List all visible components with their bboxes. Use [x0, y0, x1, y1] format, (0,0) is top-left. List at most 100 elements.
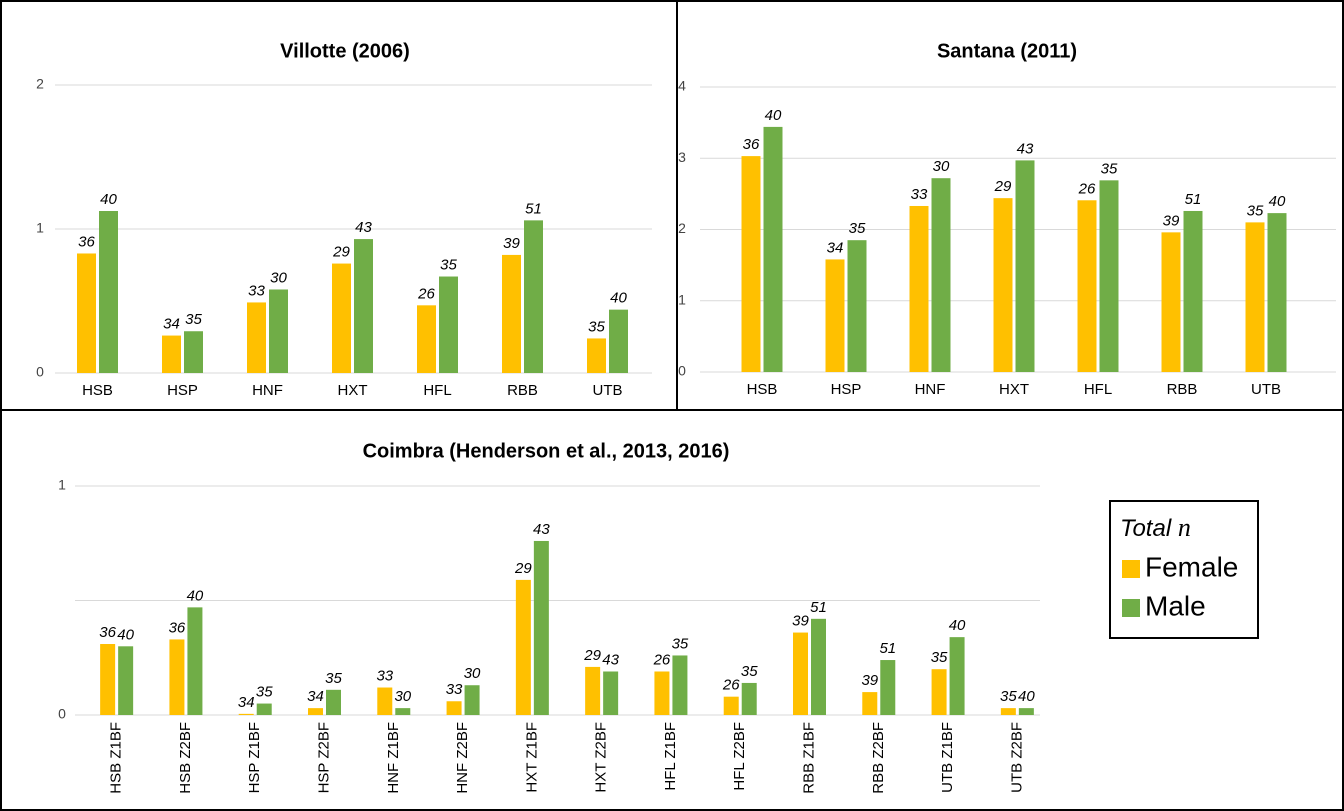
bar	[326, 689, 341, 715]
x-tick-label: UTB Z1BF	[939, 722, 956, 793]
n-label: 43	[533, 521, 550, 538]
bar	[654, 671, 670, 715]
bar	[118, 646, 134, 715]
n-label: 39	[792, 613, 809, 630]
bar	[395, 708, 411, 715]
n-label: 30	[464, 665, 481, 682]
n-label: 34	[238, 694, 255, 711]
bar	[502, 254, 521, 373]
n-label: 34	[163, 316, 180, 333]
bar	[723, 696, 739, 715]
x-tick-label: RBB	[507, 382, 538, 399]
n-label: 40	[117, 626, 134, 643]
n-label: 33	[248, 282, 265, 299]
n-label: 40	[949, 617, 966, 634]
bar	[1018, 708, 1034, 715]
x-tick-label: HFL Z1BF	[662, 722, 679, 791]
y-tick-label: 2	[678, 220, 686, 236]
x-tick-label: RBB Z1BF	[800, 722, 817, 794]
bar	[77, 253, 96, 373]
legend-swatch	[1122, 560, 1140, 578]
bar	[162, 335, 181, 373]
y-tick-label: 0	[58, 706, 66, 722]
bar	[256, 703, 272, 715]
chart-title: Villotte (2006)	[280, 40, 410, 62]
n-label: 33	[376, 667, 393, 684]
n-label: 35	[588, 318, 605, 335]
n-label: 33	[911, 186, 928, 203]
bar	[247, 302, 266, 373]
bar	[99, 211, 118, 373]
bar	[238, 713, 254, 715]
y-tick-label: 1	[678, 291, 686, 307]
x-tick-label: HSP Z1BF	[246, 722, 263, 793]
bar	[585, 666, 601, 715]
legend-title: Total n	[1120, 513, 1191, 542]
x-tick-label: HNF	[252, 382, 283, 399]
bar	[439, 276, 458, 373]
n-label: 26	[417, 285, 435, 302]
bar	[603, 671, 619, 715]
x-tick-label: HNF	[915, 381, 946, 398]
n-label: 36	[78, 233, 95, 250]
n-label: 35	[1247, 202, 1264, 219]
n-label: 34	[307, 688, 324, 705]
bar	[515, 579, 531, 715]
n-label: 40	[100, 191, 117, 208]
x-tick-label: HFL Z2BF	[731, 722, 748, 791]
bar	[417, 305, 436, 373]
x-tick-label: HFL	[423, 382, 451, 399]
n-label: 36	[743, 136, 760, 153]
n-label: 30	[270, 269, 287, 286]
bar	[354, 239, 373, 373]
bar	[763, 126, 783, 373]
n-label: 35	[741, 663, 758, 680]
n-label: 51	[525, 200, 542, 217]
y-tick-label: 4	[678, 78, 686, 94]
n-label: 40	[1018, 688, 1035, 705]
x-tick-label: UTB	[593, 382, 623, 399]
bar	[1245, 222, 1265, 372]
bar	[931, 178, 951, 372]
n-label: 43	[602, 651, 619, 668]
bar	[1077, 200, 1097, 372]
bar	[446, 701, 462, 715]
n-label: 35	[185, 311, 202, 328]
x-tick-label: HFL	[1084, 381, 1112, 398]
y-tick-label: 0	[678, 363, 686, 379]
legend-label: Male	[1145, 590, 1206, 621]
bar	[308, 708, 323, 715]
bar	[993, 198, 1013, 372]
bar	[1000, 708, 1016, 715]
n-label: 26	[1078, 180, 1096, 197]
n-label: 30	[933, 158, 950, 175]
bar	[587, 338, 606, 373]
n-label: 39	[1163, 212, 1180, 229]
chart-title: Santana (2011)	[937, 40, 1077, 62]
y-tick-label: 1	[36, 220, 44, 236]
bar	[825, 259, 845, 372]
x-tick-label: HSP Z2BF	[315, 722, 332, 793]
bar	[793, 632, 808, 715]
n-label: 29	[994, 178, 1012, 195]
n-label: 35	[440, 256, 457, 273]
x-tick-label: UTB	[1251, 381, 1281, 398]
n-label: 40	[765, 107, 782, 124]
n-label: 35	[1101, 160, 1118, 177]
n-label: 40	[610, 290, 627, 307]
n-label: 36	[99, 624, 116, 641]
n-label: 35	[1000, 688, 1017, 705]
n-label: 43	[355, 219, 372, 236]
bar	[332, 263, 351, 373]
n-label: 35	[931, 649, 948, 666]
n-label: 40	[187, 587, 204, 604]
n-label: 51	[879, 640, 896, 657]
x-tick-label: HXT Z2BF	[593, 722, 610, 793]
y-tick-label: 2	[36, 76, 44, 92]
y-tick-label: 0	[36, 364, 44, 380]
y-tick-label: 1	[58, 477, 66, 493]
n-label: 29	[332, 244, 350, 261]
x-tick-label: RBB Z2BF	[870, 722, 887, 794]
bar	[880, 660, 896, 715]
